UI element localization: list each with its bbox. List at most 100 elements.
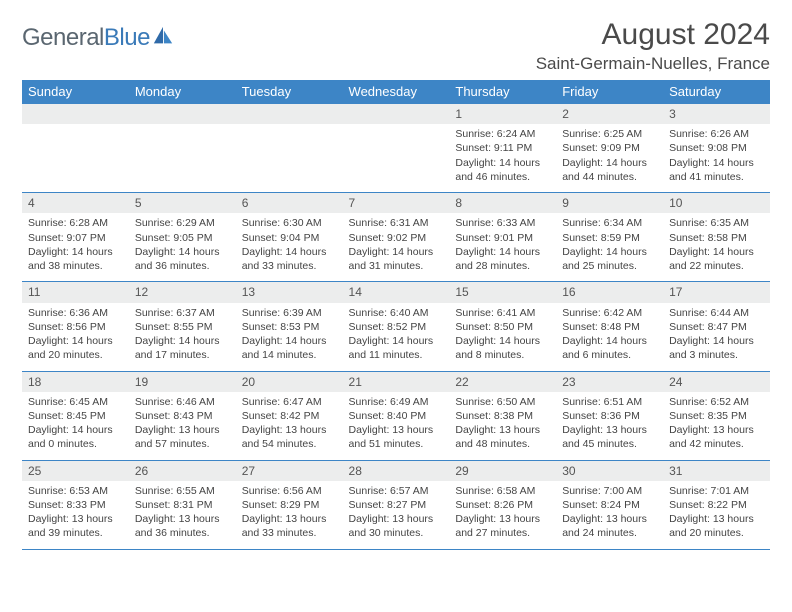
day-body: Sunrise: 6:46 AMSunset: 8:43 PMDaylight:… xyxy=(129,392,236,460)
day-number: 3 xyxy=(663,104,770,124)
calendar-cell: 6Sunrise: 6:30 AMSunset: 9:04 PMDaylight… xyxy=(236,193,343,282)
sunrise-text: Sunrise: 6:57 AM xyxy=(349,484,444,498)
day-number: 18 xyxy=(22,372,129,392)
daylight-text: Daylight: 14 hours and 22 minutes. xyxy=(669,245,764,273)
calendar-cell: 31Sunrise: 7:01 AMSunset: 8:22 PMDayligh… xyxy=(663,460,770,549)
day-number: 26 xyxy=(129,461,236,481)
day-body: Sunrise: 6:44 AMSunset: 8:47 PMDaylight:… xyxy=(663,303,770,371)
day-body xyxy=(236,124,343,192)
daylight-text: Daylight: 14 hours and 11 minutes. xyxy=(349,334,444,362)
calendar-cell: 20Sunrise: 6:47 AMSunset: 8:42 PMDayligh… xyxy=(236,371,343,460)
daylight-text: Daylight: 13 hours and 33 minutes. xyxy=(242,512,337,540)
daylight-text: Daylight: 13 hours and 39 minutes. xyxy=(28,512,123,540)
sunset-text: Sunset: 8:35 PM xyxy=(669,409,764,423)
day-number: 7 xyxy=(343,193,450,213)
sunset-text: Sunset: 9:08 PM xyxy=(669,141,764,155)
daylight-text: Daylight: 13 hours and 20 minutes. xyxy=(669,512,764,540)
daylight-text: Daylight: 14 hours and 17 minutes. xyxy=(135,334,230,362)
sunrise-text: Sunrise: 6:24 AM xyxy=(455,127,550,141)
day-body: Sunrise: 6:47 AMSunset: 8:42 PMDaylight:… xyxy=(236,392,343,460)
day-header: Wednesday xyxy=(343,80,450,104)
sunrise-text: Sunrise: 6:30 AM xyxy=(242,216,337,230)
day-number: 24 xyxy=(663,372,770,392)
sunrise-text: Sunrise: 6:40 AM xyxy=(349,306,444,320)
title-block: August 2024 Saint-Germain-Nuelles, Franc… xyxy=(536,18,770,74)
day-body xyxy=(129,124,236,192)
day-number: 17 xyxy=(663,282,770,302)
calendar-cell: 17Sunrise: 6:44 AMSunset: 8:47 PMDayligh… xyxy=(663,282,770,371)
day-number xyxy=(22,104,129,124)
logo-part1: General xyxy=(22,24,104,51)
day-body: Sunrise: 6:36 AMSunset: 8:56 PMDaylight:… xyxy=(22,303,129,371)
page-title: August 2024 xyxy=(536,18,770,52)
calendar-cell xyxy=(236,104,343,193)
day-body: Sunrise: 6:56 AMSunset: 8:29 PMDaylight:… xyxy=(236,481,343,549)
day-number: 28 xyxy=(343,461,450,481)
sunrise-text: Sunrise: 6:25 AM xyxy=(562,127,657,141)
daylight-text: Daylight: 13 hours and 54 minutes. xyxy=(242,423,337,451)
day-number: 29 xyxy=(449,461,556,481)
sunset-text: Sunset: 8:42 PM xyxy=(242,409,337,423)
daylight-text: Daylight: 13 hours and 30 minutes. xyxy=(349,512,444,540)
day-number: 30 xyxy=(556,461,663,481)
sunrise-text: Sunrise: 6:37 AM xyxy=(135,306,230,320)
calendar-cell: 22Sunrise: 6:50 AMSunset: 8:38 PMDayligh… xyxy=(449,371,556,460)
day-number xyxy=(343,104,450,124)
sunrise-text: Sunrise: 6:31 AM xyxy=(349,216,444,230)
sunset-text: Sunset: 9:02 PM xyxy=(349,231,444,245)
sunset-text: Sunset: 9:05 PM xyxy=(135,231,230,245)
sunrise-text: Sunrise: 6:47 AM xyxy=(242,395,337,409)
day-body: Sunrise: 6:24 AMSunset: 9:11 PMDaylight:… xyxy=(449,124,556,192)
sunrise-text: Sunrise: 6:26 AM xyxy=(669,127,764,141)
daylight-text: Daylight: 14 hours and 20 minutes. xyxy=(28,334,123,362)
calendar-cell: 9Sunrise: 6:34 AMSunset: 8:59 PMDaylight… xyxy=(556,193,663,282)
calendar-cell xyxy=(129,104,236,193)
calendar-cell: 11Sunrise: 6:36 AMSunset: 8:56 PMDayligh… xyxy=(22,282,129,371)
sunset-text: Sunset: 8:31 PM xyxy=(135,498,230,512)
day-header: Tuesday xyxy=(236,80,343,104)
sunset-text: Sunset: 8:53 PM xyxy=(242,320,337,334)
sunset-text: Sunset: 8:50 PM xyxy=(455,320,550,334)
day-body: Sunrise: 6:58 AMSunset: 8:26 PMDaylight:… xyxy=(449,481,556,549)
sunset-text: Sunset: 8:33 PM xyxy=(28,498,123,512)
calendar-cell: 30Sunrise: 7:00 AMSunset: 8:24 PMDayligh… xyxy=(556,460,663,549)
daylight-text: Daylight: 14 hours and 44 minutes. xyxy=(562,156,657,184)
page-subtitle: Saint-Germain-Nuelles, France xyxy=(536,54,770,74)
day-body: Sunrise: 6:34 AMSunset: 8:59 PMDaylight:… xyxy=(556,213,663,281)
sunset-text: Sunset: 8:52 PM xyxy=(349,320,444,334)
daylight-text: Daylight: 14 hours and 14 minutes. xyxy=(242,334,337,362)
day-body: Sunrise: 6:41 AMSunset: 8:50 PMDaylight:… xyxy=(449,303,556,371)
sunset-text: Sunset: 8:56 PM xyxy=(28,320,123,334)
day-number: 19 xyxy=(129,372,236,392)
sunset-text: Sunset: 8:55 PM xyxy=(135,320,230,334)
day-body: Sunrise: 6:45 AMSunset: 8:45 PMDaylight:… xyxy=(22,392,129,460)
calendar-cell: 21Sunrise: 6:49 AMSunset: 8:40 PMDayligh… xyxy=(343,371,450,460)
daylight-text: Daylight: 14 hours and 0 minutes. xyxy=(28,423,123,451)
sunset-text: Sunset: 8:24 PM xyxy=(562,498,657,512)
sunrise-text: Sunrise: 6:28 AM xyxy=(28,216,123,230)
day-header: Friday xyxy=(556,80,663,104)
day-number: 11 xyxy=(22,282,129,302)
sunset-text: Sunset: 9:01 PM xyxy=(455,231,550,245)
calendar-cell: 8Sunrise: 6:33 AMSunset: 9:01 PMDaylight… xyxy=(449,193,556,282)
day-number: 4 xyxy=(22,193,129,213)
calendar-cell: 13Sunrise: 6:39 AMSunset: 8:53 PMDayligh… xyxy=(236,282,343,371)
day-header-row: Sunday Monday Tuesday Wednesday Thursday… xyxy=(22,80,770,104)
day-number: 23 xyxy=(556,372,663,392)
sunset-text: Sunset: 8:36 PM xyxy=(562,409,657,423)
day-number: 16 xyxy=(556,282,663,302)
sunset-text: Sunset: 9:09 PM xyxy=(562,141,657,155)
calendar-cell: 2Sunrise: 6:25 AMSunset: 9:09 PMDaylight… xyxy=(556,104,663,193)
sunrise-text: Sunrise: 6:34 AM xyxy=(562,216,657,230)
calendar-cell: 15Sunrise: 6:41 AMSunset: 8:50 PMDayligh… xyxy=(449,282,556,371)
daylight-text: Daylight: 14 hours and 38 minutes. xyxy=(28,245,123,273)
day-number: 6 xyxy=(236,193,343,213)
calendar-cell: 12Sunrise: 6:37 AMSunset: 8:55 PMDayligh… xyxy=(129,282,236,371)
calendar-cell: 29Sunrise: 6:58 AMSunset: 8:26 PMDayligh… xyxy=(449,460,556,549)
sunset-text: Sunset: 8:22 PM xyxy=(669,498,764,512)
day-number: 27 xyxy=(236,461,343,481)
sunset-text: Sunset: 8:29 PM xyxy=(242,498,337,512)
day-number: 31 xyxy=(663,461,770,481)
day-number: 25 xyxy=(22,461,129,481)
day-body: Sunrise: 6:33 AMSunset: 9:01 PMDaylight:… xyxy=(449,213,556,281)
